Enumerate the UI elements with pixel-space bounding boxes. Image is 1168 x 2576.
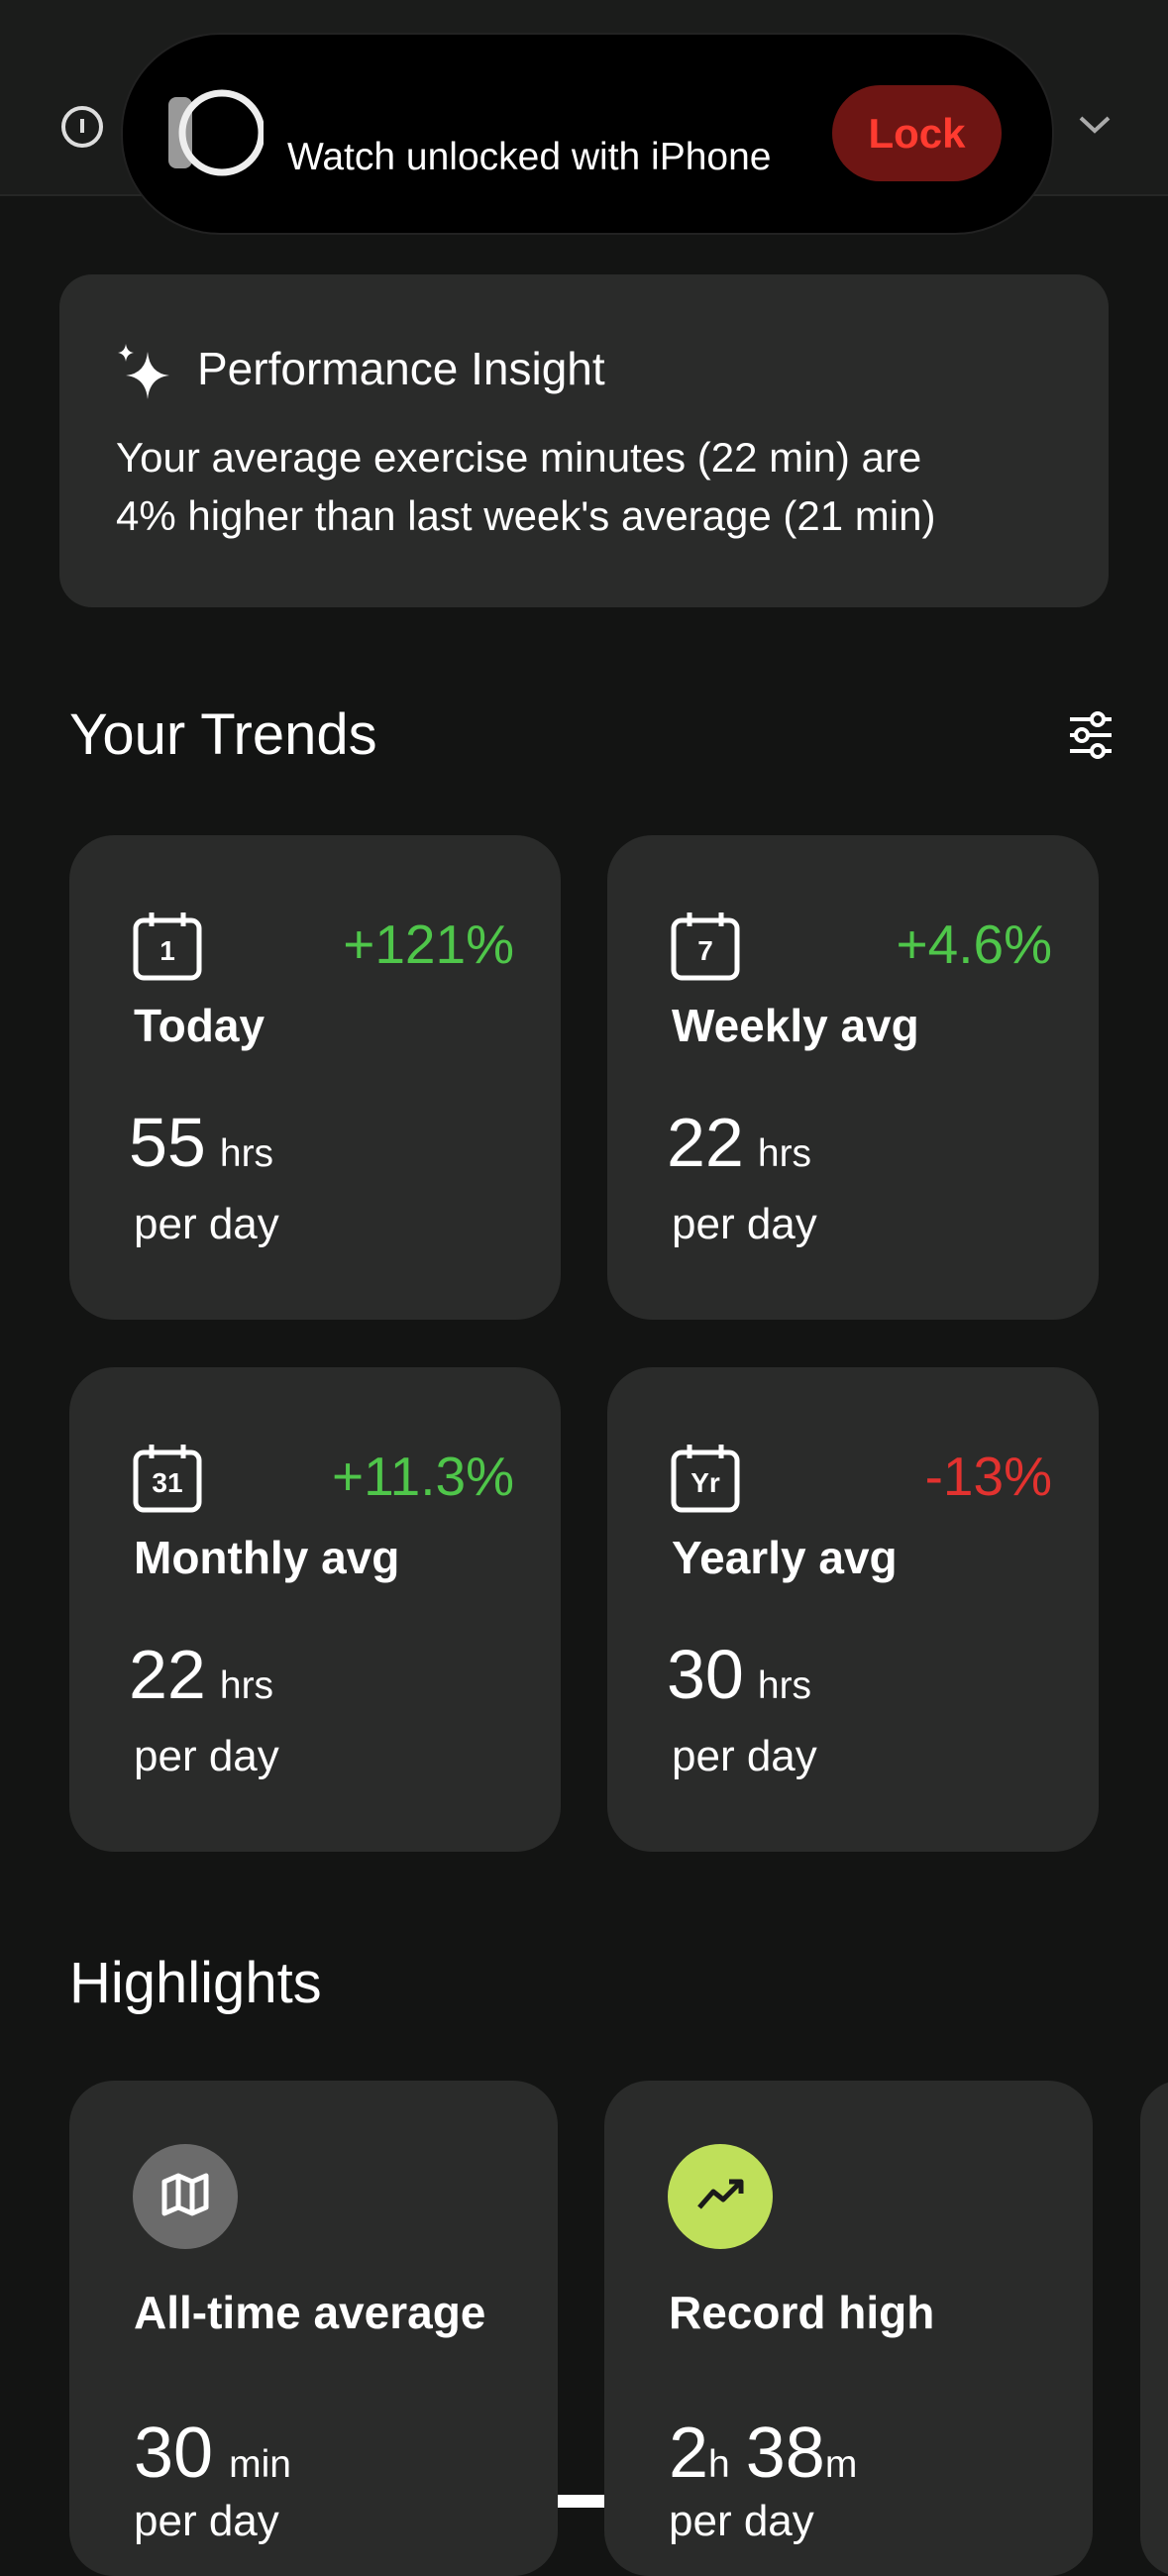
trend-label: Yearly avg [672, 1532, 898, 1583]
calendar-icon: 1 [133, 912, 202, 981]
info-icon[interactable] [59, 104, 105, 150]
trend-card[interactable]: 1 +121% Today 55 hrs per day [69, 835, 561, 1320]
insight-line: 4% higher than last week's average (21 m… [116, 492, 936, 539]
trend-change: -13% [924, 1446, 1052, 1507]
calendar-frame [671, 1449, 740, 1513]
highlight-card[interactable] [1140, 2081, 1168, 2576]
highlight-value-row: 2h 38m [669, 2413, 857, 2494]
trend-change: +11.3% [332, 1446, 514, 1507]
icon-glyph [697, 2179, 744, 2209]
highlight-period: per day [669, 2497, 814, 2545]
sparkle-icon [118, 344, 169, 399]
calendar-icon: 31 [133, 1445, 202, 1513]
highlight-unit: m [824, 2443, 858, 2486]
filter-icon[interactable] [1068, 711, 1114, 759]
highlight-period: per day [134, 2497, 279, 2545]
trend-label: Weekly avg [672, 1000, 919, 1051]
highlight-value: 30 [134, 2414, 214, 2493]
icon-glyph [161, 2173, 209, 2216]
trend-label: Monthly avg [134, 1532, 400, 1583]
trend-period: per day [672, 1200, 817, 1248]
trend-unit: hrs [757, 1664, 812, 1707]
trend-value-row: 22 hrs [667, 1103, 811, 1182]
insight-line: Your average exercise minutes (22 min) a… [116, 434, 922, 481]
trend-card[interactable]: Yr -13% Yearly avg 30 hrs per day [607, 1367, 1099, 1852]
chevron[interactable] [1078, 113, 1112, 137]
highlight-unit: min [229, 2443, 291, 2486]
trend-label: Today [134, 1000, 265, 1051]
highlight-card[interactable]: All-time average 30 min per day [69, 2081, 558, 2576]
notification-text: Watch unlocked with iPhone [287, 136, 772, 178]
trend-card[interactable]: 31 +11.3% Monthly avg 22 hrs per day [69, 1367, 561, 1852]
calendar-label: 1 [159, 935, 175, 966]
trend-value: 22 [667, 1104, 744, 1181]
calendar-icon: Yr [671, 1445, 740, 1513]
trend-value-row: 55 hrs [129, 1103, 273, 1182]
calendar-icon: 7 [671, 912, 740, 981]
section-title: Highlights [69, 1951, 322, 2015]
trend-value-row: 22 hrs [129, 1635, 273, 1714]
watch-icon [168, 89, 264, 176]
highlight-label: Record high [669, 2287, 935, 2338]
highlight-value: 38 [745, 2414, 825, 2493]
lock-button[interactable]: Lock [832, 85, 1002, 181]
section-title: Your Trends [69, 702, 377, 767]
trend-unit: hrs [757, 1132, 812, 1175]
calendar-frame [133, 1449, 202, 1513]
insight-title: Performance Insight [197, 343, 605, 394]
trend-value: 30 [667, 1636, 744, 1713]
trend-period: per day [134, 1732, 279, 1780]
highlight-icon [668, 2144, 773, 2249]
calendar-label: Yr [690, 1467, 720, 1498]
calendar-label: 31 [152, 1467, 182, 1498]
highlight-label: All-time average [134, 2287, 486, 2338]
trend-unit: hrs [219, 1132, 274, 1175]
trend-change: +121% [343, 913, 514, 975]
trend-value: 22 [129, 1636, 206, 1713]
calendar-frame [671, 917, 740, 981]
trend-period: per day [134, 1200, 279, 1248]
highlight-value: 2 [669, 2414, 709, 2493]
highlight-unit: h [708, 2443, 730, 2486]
highlight-card[interactable]: Record high 2h 38m per day [604, 2081, 1093, 2576]
highlight-value-row: 30 min [134, 2413, 291, 2494]
calendar-frame [133, 917, 202, 981]
insight-card [59, 274, 1109, 607]
trend-value-row: 30 hrs [667, 1635, 811, 1714]
trend-card[interactable]: 7 +4.6% Weekly avg 22 hrs per day [607, 835, 1099, 1320]
trend-change: +4.6% [896, 913, 1052, 975]
trend-value: 55 [129, 1104, 206, 1181]
calendar-label: 7 [697, 935, 713, 966]
highlight-icon [133, 2144, 238, 2249]
trend-period: per day [672, 1732, 817, 1780]
trend-unit: hrs [219, 1664, 274, 1707]
icon-circle [133, 2144, 238, 2249]
